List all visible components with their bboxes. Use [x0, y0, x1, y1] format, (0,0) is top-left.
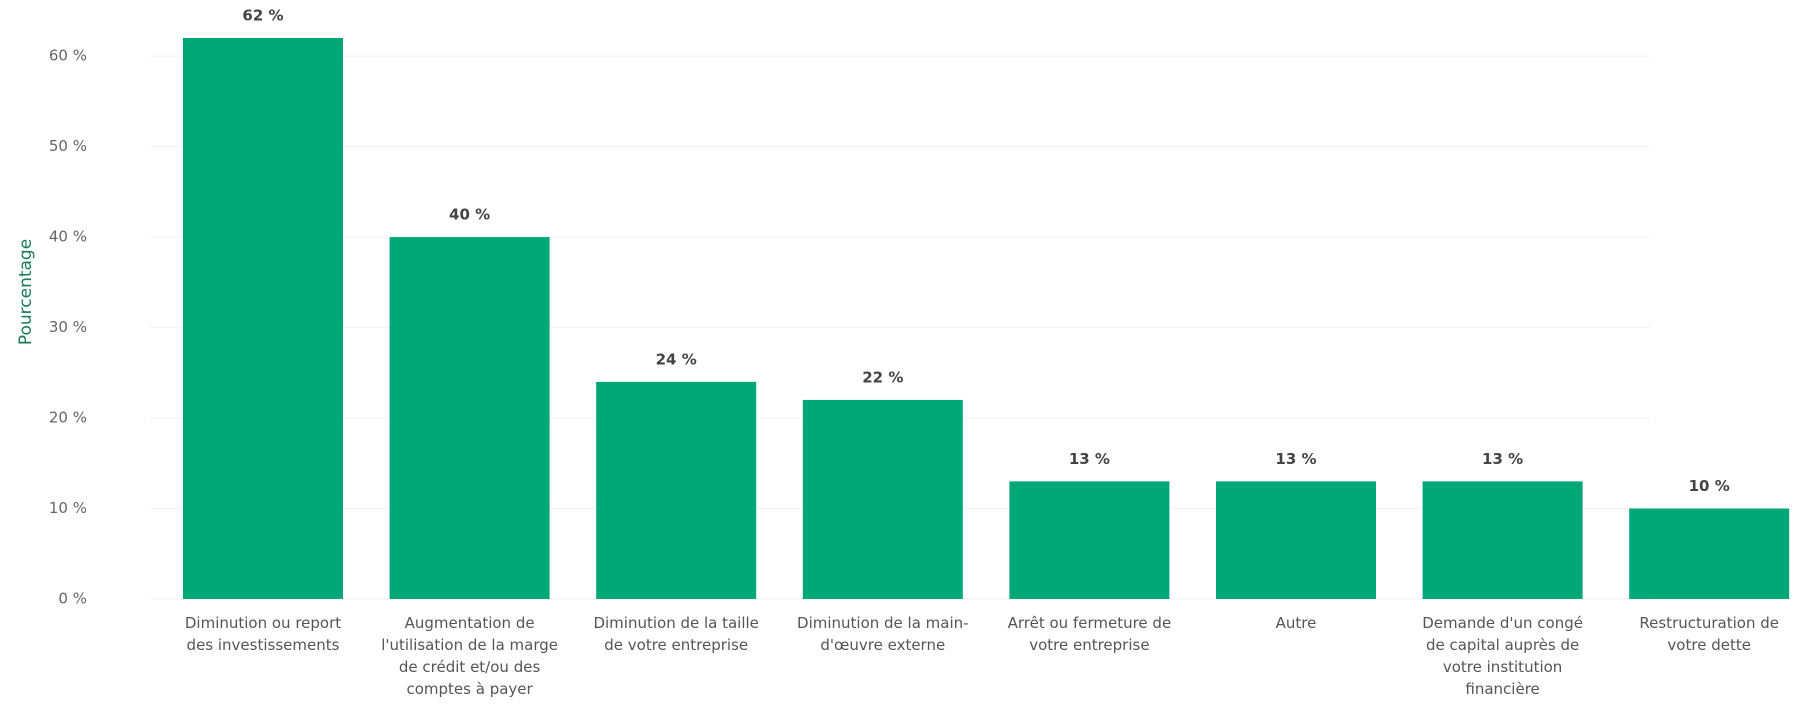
- y-tick-label: 60 %: [49, 47, 87, 65]
- value-label: 13 %: [1482, 450, 1523, 468]
- value-label: 40 %: [449, 206, 490, 224]
- y-tick-label: 40 %: [49, 228, 87, 246]
- value-label: 13 %: [1069, 450, 1110, 468]
- x-tick-label: Diminution ou report des investissements: [184, 614, 342, 654]
- y-axis-label: Pourcentage: [16, 239, 36, 345]
- bar: [183, 38, 343, 599]
- y-tick-label: 10 %: [49, 499, 87, 517]
- value-label: 24 %: [656, 350, 697, 368]
- bar: [1629, 508, 1790, 599]
- bar: [1009, 481, 1170, 599]
- y-tick-label: 0 %: [58, 590, 87, 608]
- x-tick-label: Demande d'un congé de capital auprès de …: [1422, 614, 1583, 698]
- x-tick-label: Diminution de la taille de votre entrepr…: [593, 614, 759, 654]
- y-tick-label: 30 %: [49, 318, 87, 336]
- x-tick-label: Diminution de la main-d'œuvre externe: [797, 614, 969, 654]
- x-tick-label: Arrêt ou fermeture de votre entreprise: [1007, 614, 1172, 654]
- x-tick-label: Augmentation de l'utilisation de la marg…: [381, 614, 558, 698]
- value-label: 62 %: [242, 7, 283, 25]
- x-tick-label: Restructuration de votre dette: [1639, 614, 1779, 654]
- bar: [596, 381, 757, 599]
- value-label: 13 %: [1275, 450, 1316, 468]
- y-tick-label: 20 %: [49, 409, 87, 427]
- x-tick-label: Autre: [1275, 614, 1317, 632]
- bar: [389, 237, 550, 599]
- bar: [802, 399, 963, 599]
- value-label: 22 %: [862, 368, 903, 386]
- bar: [1422, 481, 1583, 599]
- bar: [1216, 481, 1376, 599]
- y-tick-label: 50 %: [49, 137, 87, 155]
- value-label: 10 %: [1689, 477, 1730, 495]
